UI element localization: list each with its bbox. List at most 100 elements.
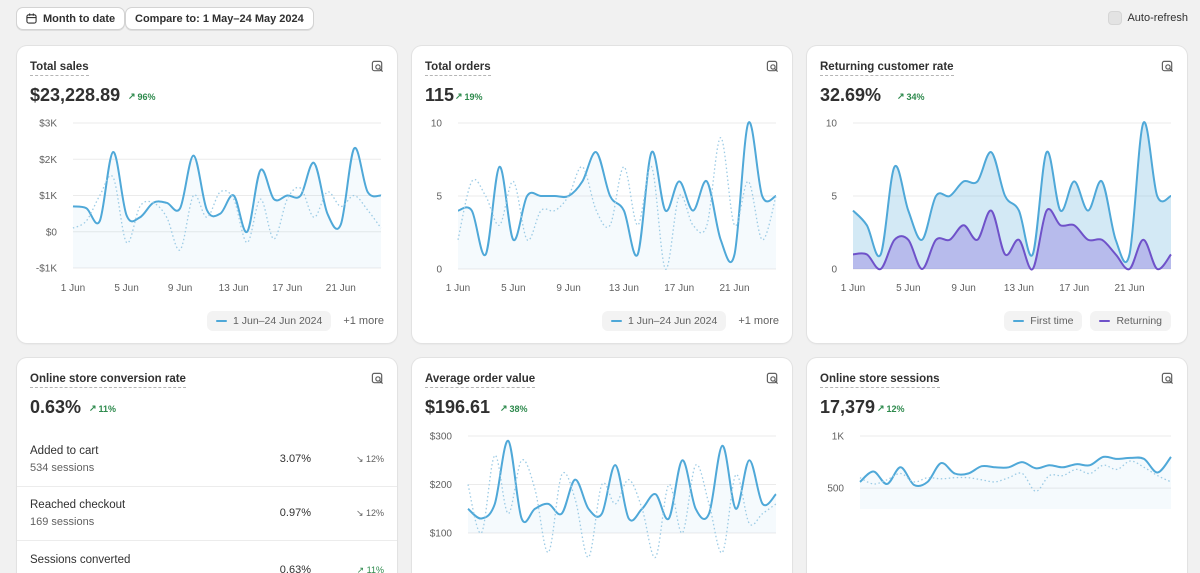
legend-swatch bbox=[611, 320, 622, 322]
x-tick-label: 21 Jun bbox=[326, 283, 356, 294]
x-tick-label: 21 Jun bbox=[1115, 283, 1145, 294]
compare-button[interactable]: Compare to: 1 May–24 May 2024 bbox=[125, 7, 314, 30]
conversion-rate-card: Online store conversion rate 0.63% ↗ 11%… bbox=[17, 358, 397, 573]
card-title[interactable]: Online store conversion rate bbox=[30, 373, 186, 388]
card-title[interactable]: Average order value bbox=[425, 373, 536, 388]
funnel-rate: 3.07% bbox=[279, 453, 311, 465]
series-area bbox=[468, 440, 776, 533]
x-tick-label: 5 Jun bbox=[114, 283, 138, 294]
y-tick-label: $300 bbox=[430, 432, 453, 443]
explore-report-icon[interactable] bbox=[1161, 372, 1174, 385]
compare-label: Compare to: 1 May–24 May 2024 bbox=[135, 12, 304, 25]
funnel-label: Added to cart bbox=[30, 445, 99, 457]
auto-refresh-checkbox[interactable] bbox=[1108, 11, 1123, 25]
y-tick-label: 1K bbox=[832, 432, 845, 443]
explore-report-icon[interactable] bbox=[766, 60, 779, 73]
returning-customer-chart: 10 5 0 1 Jun 5 Jun 9 Jun 13 Jun 17 Jun 21 Jun bbox=[826, 119, 1172, 294]
toolbar: Month to date Compare to: 1 May–24 May 2… bbox=[0, 0, 1200, 36]
card-title[interactable]: Returning customer rate bbox=[820, 61, 954, 76]
funnel-change: ↗ 11% bbox=[357, 565, 384, 573]
x-tick-label: 9 Jun bbox=[168, 283, 192, 294]
average-order-value-card: Average order value $196.61 ↗ 38% $300 $2… bbox=[412, 358, 792, 573]
legend-more-button[interactable]: +1 more bbox=[738, 315, 779, 327]
y-tick-label: 10 bbox=[431, 119, 443, 130]
explore-report-icon[interactable] bbox=[371, 372, 384, 385]
y-tick-label: 0 bbox=[436, 265, 442, 276]
total-orders-card: Total orders 115 ↗ 19% 10 5 0 1 Jun 5 Jun 9 J… bbox=[412, 46, 792, 343]
legend-item-first-time[interactable]: First time bbox=[1004, 311, 1083, 331]
funnel-row-added-to-cart: Added to cart 534 sessions 3.07% ↘ 12% bbox=[17, 433, 397, 487]
funnel-change-value: 12% bbox=[365, 454, 384, 464]
x-tick-label: 1 Jun bbox=[61, 283, 85, 294]
card-title[interactable]: Total sales bbox=[30, 61, 89, 76]
legend-label: First time bbox=[1030, 315, 1074, 327]
funnel-rate: 0.63% bbox=[279, 564, 311, 573]
metric-value: 115 bbox=[425, 85, 455, 105]
funnel-rate: 0.97% bbox=[279, 507, 311, 519]
y-tick-label: 5 bbox=[831, 192, 837, 203]
metric-value: 0.63% bbox=[30, 397, 82, 417]
chart-legend: First time Returning bbox=[1004, 311, 1179, 331]
card-title[interactable]: Online store sessions bbox=[820, 373, 940, 388]
x-tick-label: 5 Jun bbox=[501, 283, 525, 294]
total-sales-card: Total sales $23,228.89 ↗ 96% $3K $2K $1K $0… bbox=[17, 46, 397, 343]
y-tick-label: $3K bbox=[39, 119, 57, 130]
series-line bbox=[467, 439, 777, 524]
series-area bbox=[860, 456, 1171, 509]
average-order-value-chart: $300 $200 $100 bbox=[430, 432, 777, 558]
y-tick-label: 10 bbox=[826, 119, 838, 130]
delta-value: 12% bbox=[886, 403, 905, 414]
x-tick-label: 17 Jun bbox=[664, 283, 694, 294]
calendar-icon bbox=[26, 13, 37, 24]
online-store-sessions-card: Online store sessions 17,379 ↗ 12% 1K 500 bbox=[807, 358, 1187, 573]
x-tick-label: 17 Jun bbox=[272, 283, 302, 294]
series-area bbox=[73, 147, 381, 268]
y-tick-label: 5 bbox=[436, 192, 442, 203]
legend-swatch bbox=[1013, 320, 1025, 322]
x-tick-label: 9 Jun bbox=[951, 283, 975, 294]
returning-customer-card: Returning customer rate 32.69% ↗ 34% 10 5… bbox=[807, 46, 1187, 343]
comparison-series-line bbox=[72, 174, 382, 251]
funnel-row-reached-checkout: Reached checkout 169 sessions 0.97% ↘ 12… bbox=[17, 487, 397, 541]
series-line bbox=[852, 121, 1172, 264]
y-tick-label: -$1K bbox=[36, 264, 57, 275]
legend-label: 1 Jun–24 Jun 2024 bbox=[233, 315, 323, 327]
metric-value: $23,228.89 bbox=[30, 85, 121, 105]
arrow-up-icon: ↗ bbox=[89, 403, 97, 413]
funnel-label: Sessions converted bbox=[30, 554, 131, 566]
y-tick-label: 0 bbox=[831, 265, 837, 276]
legend-item-returning[interactable]: Returning bbox=[1090, 311, 1171, 331]
arrow-up-icon: ↗ bbox=[128, 91, 136, 101]
funnel-change-value: 12% bbox=[365, 508, 384, 518]
arrow-up-icon: ↗ bbox=[356, 565, 367, 573]
series-line bbox=[859, 455, 1172, 488]
comparison-series-line bbox=[467, 454, 777, 558]
explore-report-icon[interactable] bbox=[766, 372, 779, 385]
metric-value: $196.61 bbox=[425, 397, 491, 417]
legend-item-current[interactable]: 1 Jun–24 Jun 2024 bbox=[602, 311, 727, 331]
legend-more-button[interactable]: +1 more bbox=[343, 315, 384, 327]
legend-item-current[interactable]: 1 Jun–24 Jun 2024 bbox=[207, 311, 332, 331]
funnel-row-sessions-converted: Sessions converted 0.63% ↗ 11% bbox=[17, 542, 397, 573]
funnel-change-value: 11% bbox=[366, 565, 384, 573]
arrow-down-icon: ↘ bbox=[355, 508, 366, 518]
x-tick-label: 1 Jun bbox=[446, 283, 470, 294]
chart-legend: 1 Jun–24 Jun 2024 +1 more bbox=[602, 311, 779, 331]
funnel-change: ↘ 12% bbox=[356, 454, 384, 465]
card-title[interactable]: Total orders bbox=[425, 61, 491, 76]
date-range-button[interactable]: Month to date bbox=[16, 7, 126, 30]
series-area bbox=[853, 122, 1171, 269]
online-store-sessions-chart: 1K 500 bbox=[827, 432, 1172, 509]
metric-value: 17,379 bbox=[820, 397, 876, 417]
auto-refresh-toggle[interactable]: Auto-refresh bbox=[1108, 11, 1188, 25]
delta-value: 11% bbox=[98, 403, 117, 414]
explore-report-icon[interactable] bbox=[1161, 60, 1174, 73]
explore-report-icon[interactable] bbox=[371, 60, 384, 73]
y-tick-label: $0 bbox=[46, 227, 58, 238]
delta-value: 96% bbox=[137, 91, 156, 102]
comparison-series-line bbox=[859, 460, 1172, 492]
funnel-sessions: 534 sessions bbox=[30, 462, 95, 474]
series-line bbox=[852, 208, 1172, 271]
delta-value: 19% bbox=[464, 91, 483, 102]
legend-swatch bbox=[1099, 320, 1111, 322]
